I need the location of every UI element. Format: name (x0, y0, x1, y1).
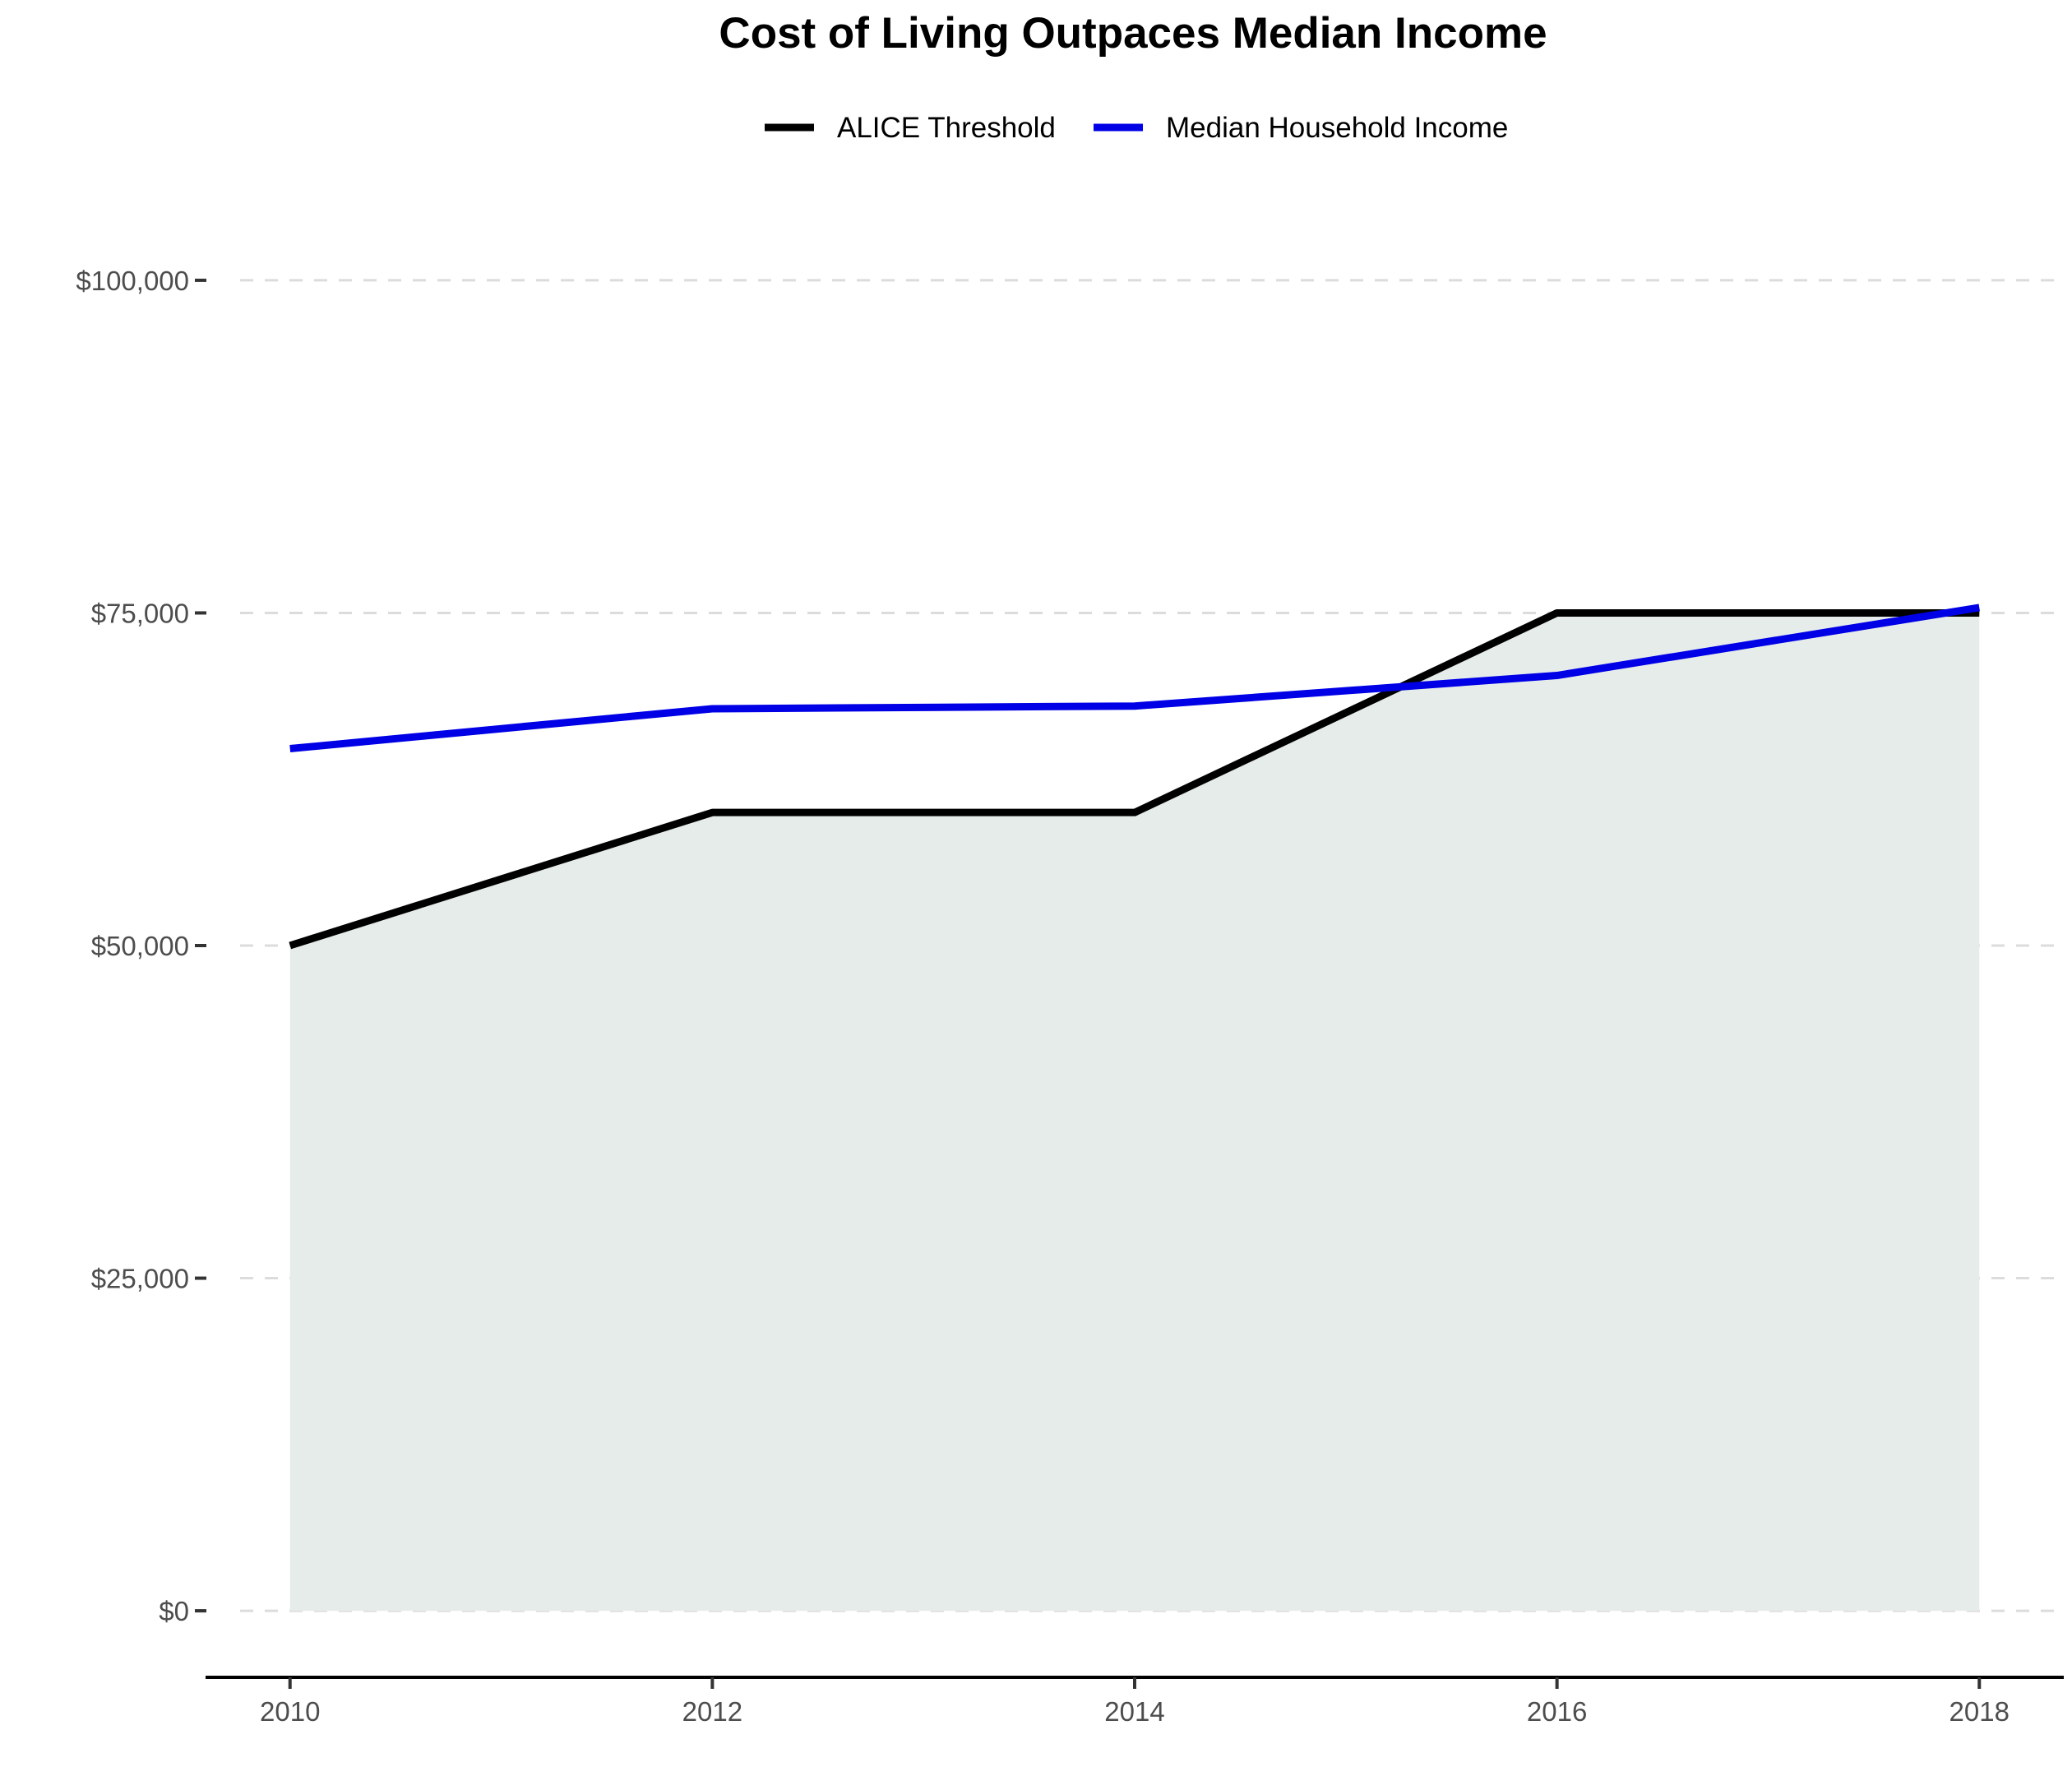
x-tick-label: 2018 (1949, 1696, 2010, 1727)
x-tick-label: 2012 (682, 1696, 742, 1727)
chart-title: Cost of Living Outpaces Median Income (719, 9, 1547, 58)
y-tick-label: $100,000 (76, 266, 189, 296)
y-tick-label: $50,000 (91, 931, 189, 961)
legend: ALICE Threshold Median Household Income (765, 112, 1508, 144)
x-tick-label: 2010 (260, 1696, 320, 1727)
y-tick-label: $75,000 (91, 598, 189, 628)
axes: $0 $25,000 $50,000 $75,000 $100,000 2010 2012 2… (76, 266, 2064, 1727)
y-tick-label: $0 (159, 1596, 189, 1626)
median-household-income-line (289, 604, 1980, 752)
legend-label-alice-threshold: ALICE Threshold (837, 112, 1056, 144)
alice-threshold-area (289, 613, 1980, 1612)
x-tick-label: 2014 (1104, 1696, 1164, 1727)
area-fill-layer (289, 613, 1980, 1612)
x-tick-label: 2016 (1527, 1696, 1587, 1727)
alice-threshold-line (289, 608, 1980, 950)
legend-label-median-household-income: Median Household Income (1166, 112, 1508, 144)
y-tick-label: $25,000 (91, 1264, 189, 1294)
series-lines (289, 604, 1980, 950)
